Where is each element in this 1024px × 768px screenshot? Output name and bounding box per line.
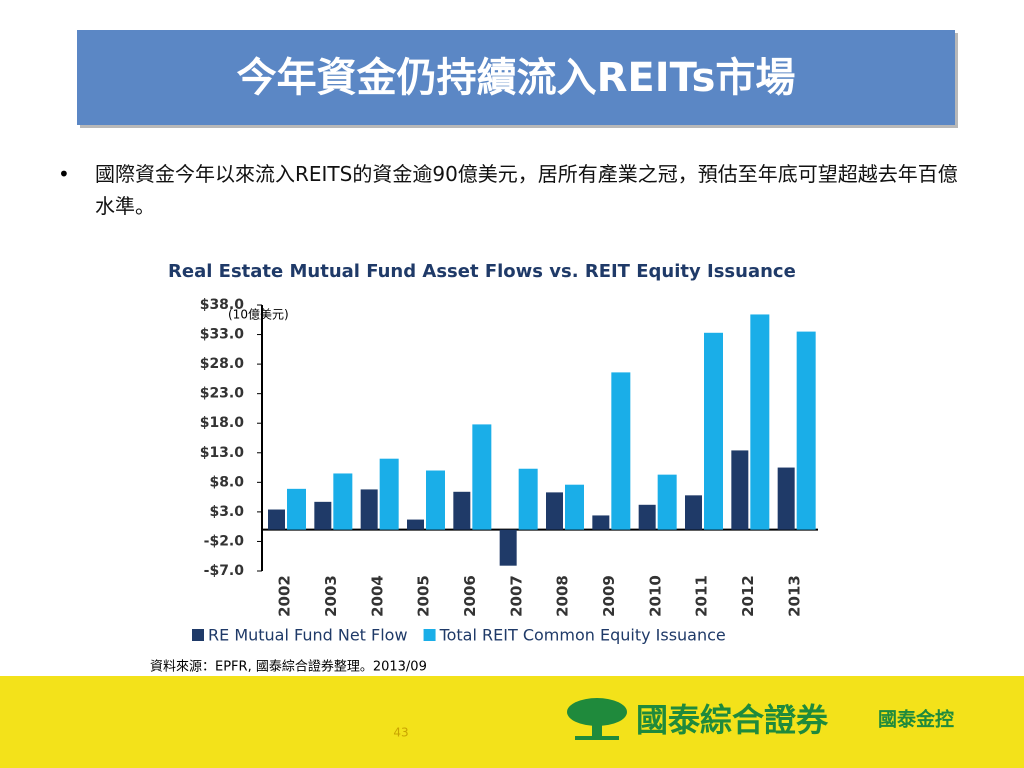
bullet-text: 國際資金今年以來流入REITS的資金逾90億美元，居所有產業之冠，預估至年底可望…	[95, 162, 958, 218]
bar	[518, 468, 538, 530]
y-tick-label: -$2.0	[204, 533, 245, 549]
y-tick-label: $8.0	[209, 474, 244, 490]
bar	[499, 529, 517, 566]
page-number: 43	[393, 726, 408, 740]
bar	[546, 492, 563, 530]
bullet-dot: •	[58, 162, 70, 186]
bar	[453, 491, 471, 530]
unit-label: (10億美元)	[228, 308, 289, 322]
y-tick-label: $33.0	[200, 327, 245, 343]
x-tick-label: 2007	[507, 575, 525, 617]
legend-label: Total REIT Common Equity Issuance	[439, 626, 726, 645]
bar	[685, 495, 702, 530]
y-tick-label: $3.0	[209, 504, 244, 520]
bar	[796, 331, 816, 530]
bar	[657, 474, 677, 530]
bar	[407, 519, 424, 530]
x-tick-label: 2010	[646, 575, 664, 617]
x-tick-label: 2006	[461, 575, 479, 617]
bar	[704, 332, 723, 530]
legend-swatch	[423, 629, 436, 641]
x-tick-label: 2013	[785, 575, 803, 617]
y-tick-label: $38.0	[200, 297, 245, 313]
x-tick-label: 2012	[739, 575, 757, 617]
source-note: 資料來源：EPFR, 國泰綜合證券整理。2013/09	[150, 659, 427, 675]
y-tick-label: $28.0	[200, 356, 245, 372]
bar	[333, 473, 353, 530]
y-tick-label: $13.0	[200, 445, 245, 461]
bar	[750, 314, 770, 530]
bar	[379, 458, 399, 530]
bar	[426, 470, 445, 530]
bar	[592, 515, 610, 530]
bar	[360, 489, 378, 530]
x-tick-label: 2003	[322, 575, 340, 617]
bar	[287, 488, 306, 530]
bar	[268, 509, 285, 530]
x-tick-label: 2002	[276, 575, 294, 617]
y-tick-label: $23.0	[200, 386, 245, 402]
bar	[565, 484, 584, 530]
y-tick-label: $18.0	[200, 415, 245, 431]
logo-text: 國泰綜合證券	[636, 701, 829, 739]
x-tick-label: 2004	[368, 575, 386, 617]
logo-icon	[567, 698, 627, 740]
legend-label: RE Mutual Fund Net Flow	[208, 626, 408, 645]
footer-band	[0, 676, 1024, 768]
logo-group: 國泰金控	[878, 708, 954, 731]
y-tick-label: -$7.0	[204, 563, 245, 579]
x-tick-label: 2008	[554, 575, 572, 617]
slide-title: 今年資金仍持續流入REITs市場	[237, 55, 796, 101]
bar	[472, 424, 492, 530]
chart-title: Real Estate Mutual Fund Asset Flows vs. …	[168, 261, 796, 282]
bar	[314, 501, 332, 530]
bar	[731, 450, 749, 530]
bar	[638, 504, 656, 530]
bar	[611, 372, 631, 530]
x-tick-label: 2005	[415, 575, 433, 617]
legend-swatch	[192, 629, 204, 641]
chart: -$7.0 -$2.0 $3.0 $8.0 $13.0 $18.0 $23.0 $28.0 $3…	[192, 297, 818, 645]
x-tick-label: 2011	[693, 575, 711, 617]
x-tick-label: 2009	[600, 575, 618, 617]
title-bar	[77, 30, 955, 125]
bar	[777, 467, 795, 530]
